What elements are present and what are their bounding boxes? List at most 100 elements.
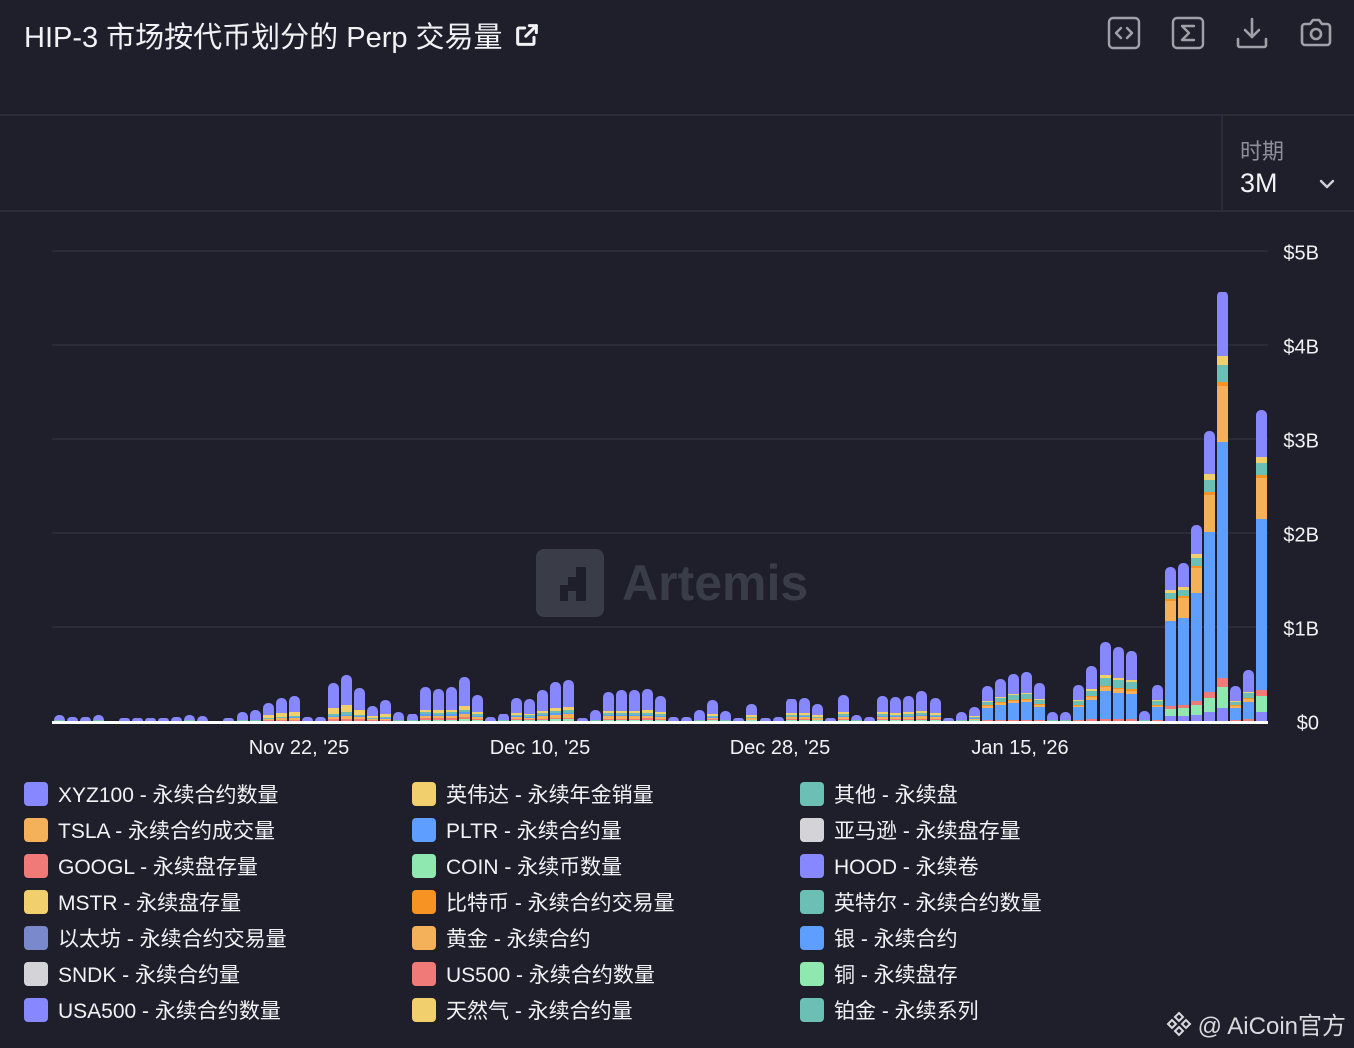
stacked-bar[interactable] xyxy=(432,689,444,721)
legend-item[interactable]: 其他 - 永续盘 xyxy=(800,782,1200,807)
download-button[interactable] xyxy=(1234,14,1270,52)
stacked-bar[interactable] xyxy=(236,711,248,721)
stacked-bar[interactable] xyxy=(1073,685,1085,721)
legend-item[interactable]: MSTR - 永续盘存量 xyxy=(24,890,412,915)
stacked-bar[interactable] xyxy=(772,717,784,721)
stacked-bar[interactable] xyxy=(733,718,745,721)
stacked-bar[interactable] xyxy=(1151,685,1163,721)
embed-code-button[interactable] xyxy=(1106,14,1142,52)
period-selector[interactable]: 时期 3M xyxy=(1221,116,1354,210)
stacked-bar[interactable] xyxy=(315,717,326,721)
stacked-bar[interactable] xyxy=(367,706,379,721)
stacked-bar[interactable] xyxy=(942,718,954,721)
legend-item[interactable]: 黄金 - 永续合约 xyxy=(412,926,800,951)
stacked-bar[interactable] xyxy=(1047,711,1059,721)
stacked-bar[interactable] xyxy=(354,688,366,721)
stacked-bar[interactable] xyxy=(890,696,902,721)
stacked-bar[interactable] xyxy=(1230,686,1242,721)
stacked-bar[interactable] xyxy=(1164,566,1176,721)
stacked-bar[interactable] xyxy=(798,697,810,721)
stacked-bar[interactable] xyxy=(968,706,980,721)
stacked-bar[interactable] xyxy=(994,678,1006,721)
stacked-bar[interactable] xyxy=(903,695,915,721)
stacked-bar[interactable] xyxy=(262,703,274,721)
stacked-bar[interactable] xyxy=(1086,665,1098,721)
stacked-bar[interactable] xyxy=(838,694,850,721)
stacked-bar[interactable] xyxy=(1125,650,1137,721)
stacked-bar[interactable] xyxy=(681,717,693,721)
formula-button[interactable] xyxy=(1170,14,1206,52)
legend-item[interactable]: 铜 - 永续盘存 xyxy=(800,962,1200,987)
legend-item[interactable]: 银 - 永续合约 xyxy=(800,926,1200,951)
stacked-bar[interactable] xyxy=(393,711,405,721)
legend-item[interactable]: 亚马逊 - 永续盘存量 xyxy=(800,818,1200,843)
stacked-bar[interactable] xyxy=(118,718,130,721)
stacked-bar[interactable] xyxy=(563,679,575,721)
legend-item[interactable]: XYZ100 - 永续合约数量 xyxy=(24,782,412,807)
stacked-bar[interactable] xyxy=(615,690,627,721)
stacked-bar[interactable] xyxy=(929,697,941,721)
stacked-bar[interactable] xyxy=(707,700,719,721)
stacked-bar[interactable] xyxy=(654,695,666,721)
legend-item[interactable]: 英特尔 - 永续合约数量 xyxy=(800,890,1200,915)
stacked-bar[interactable] xyxy=(249,709,261,721)
stacked-bar[interactable] xyxy=(1138,710,1150,721)
stacked-bar[interactable] xyxy=(589,709,601,721)
stacked-bar[interactable] xyxy=(576,718,588,721)
stacked-bar[interactable] xyxy=(484,717,496,721)
stacked-bar[interactable] xyxy=(537,690,549,721)
stacked-bar[interactable] xyxy=(811,704,823,721)
stacked-bar[interactable] xyxy=(1243,670,1255,721)
stacked-bar[interactable] xyxy=(223,718,235,721)
stacked-bar[interactable] xyxy=(1256,409,1268,721)
stacked-bar[interactable] xyxy=(981,686,993,721)
stacked-bar[interactable] xyxy=(275,697,287,721)
legend-item[interactable]: GOOGL - 永续盘存量 xyxy=(24,854,412,879)
stacked-bar[interactable] xyxy=(328,683,340,721)
stacked-bar[interactable] xyxy=(184,715,196,721)
stacked-bar[interactable] xyxy=(628,690,640,721)
legend-item[interactable]: PLTR - 永续合约量 xyxy=(412,818,800,843)
stacked-bar[interactable] xyxy=(694,709,706,721)
stacked-bar[interactable] xyxy=(1191,524,1203,721)
stacked-bar[interactable] xyxy=(1217,291,1229,721)
stacked-bar[interactable] xyxy=(445,687,457,721)
legend-item[interactable]: US500 - 永续合约数量 xyxy=(412,962,800,987)
legend-item[interactable]: 比特币 - 永续合约交易量 xyxy=(412,890,800,915)
stacked-bar[interactable] xyxy=(824,718,836,721)
stacked-bar[interactable] xyxy=(53,715,65,721)
stacked-bar[interactable] xyxy=(1112,646,1124,721)
legend-item[interactable]: HOOD - 永续卷 xyxy=(800,854,1200,879)
stacked-bar[interactable] xyxy=(864,717,876,721)
stacked-bar[interactable] xyxy=(458,676,470,721)
stacked-bar[interactable] xyxy=(79,717,91,721)
stacked-bar[interactable] xyxy=(550,681,562,721)
stacked-bar[interactable] xyxy=(759,718,771,721)
screenshot-button[interactable] xyxy=(1298,14,1334,52)
stacked-bar[interactable] xyxy=(1099,642,1111,721)
stacked-bar[interactable] xyxy=(524,699,536,721)
stacked-bar[interactable] xyxy=(851,715,863,721)
stacked-bar[interactable] xyxy=(1021,672,1033,721)
stacked-bar[interactable] xyxy=(158,718,170,721)
stacked-bar[interactable] xyxy=(92,715,104,721)
external-link-icon[interactable] xyxy=(513,21,541,49)
stacked-bar[interactable] xyxy=(1060,711,1072,721)
legend-item[interactable]: TSLA - 永续合约成交量 xyxy=(24,818,412,843)
legend-item[interactable]: COIN - 永续币数量 xyxy=(412,854,800,879)
legend-item[interactable]: SNDK - 永续合约量 xyxy=(24,962,412,987)
stacked-bar[interactable] xyxy=(288,695,300,721)
stacked-bar[interactable] xyxy=(145,718,157,721)
stacked-bar[interactable] xyxy=(341,674,353,721)
legend-item[interactable]: 英伟达 - 永续年金销量 xyxy=(412,782,800,807)
stacked-bar[interactable] xyxy=(380,700,392,721)
stacked-bar[interactable] xyxy=(1007,674,1019,721)
stacked-bar[interactable] xyxy=(877,695,889,721)
stacked-bar[interactable] xyxy=(641,689,653,721)
stacked-bar[interactable] xyxy=(916,690,928,721)
stacked-bar[interactable] xyxy=(419,687,431,721)
stacked-bar[interactable] xyxy=(668,717,680,721)
stacked-bar[interactable] xyxy=(720,710,732,721)
stacked-bar[interactable] xyxy=(955,711,967,721)
stacked-bar[interactable] xyxy=(1034,683,1046,721)
